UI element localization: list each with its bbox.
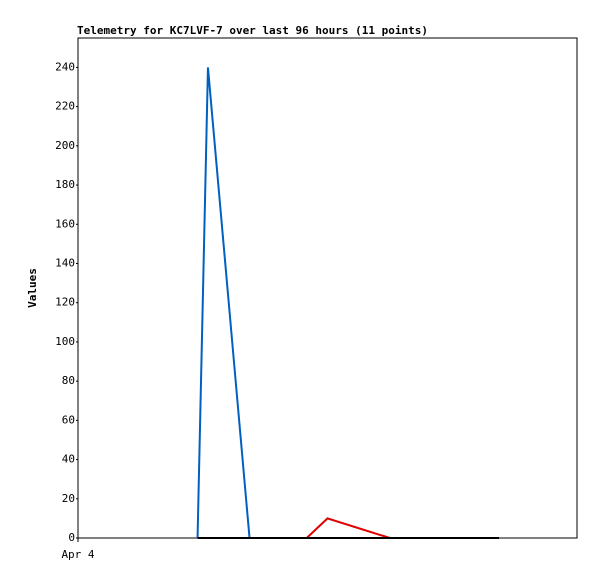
y-tick-label: 160 (55, 217, 75, 230)
y-tick-label: 120 (55, 296, 75, 309)
y-tick-label: 40 (62, 453, 75, 466)
y-tick-label: 240 (55, 60, 75, 73)
y-tick-label: 100 (55, 335, 75, 348)
y-tick-label: 220 (55, 100, 75, 113)
chart-title: Telemetry for KC7LVF-7 over last 96 hour… (77, 24, 428, 37)
y-tick-label: 80 (62, 374, 75, 387)
y-tick-label: 60 (62, 413, 75, 426)
plot-frame (77, 37, 578, 539)
y-tick-label: 0 (68, 531, 75, 544)
y-tick-label: 180 (55, 178, 75, 191)
y-tick-label: 140 (55, 256, 75, 269)
y-axis-label: Values (26, 268, 39, 308)
x-tick-label: Apr 4 (61, 548, 94, 561)
y-tick-label: 200 (55, 139, 75, 152)
y-tick-label: 20 (62, 492, 75, 505)
series-line (306, 517, 391, 539)
series-line (196, 67, 251, 539)
